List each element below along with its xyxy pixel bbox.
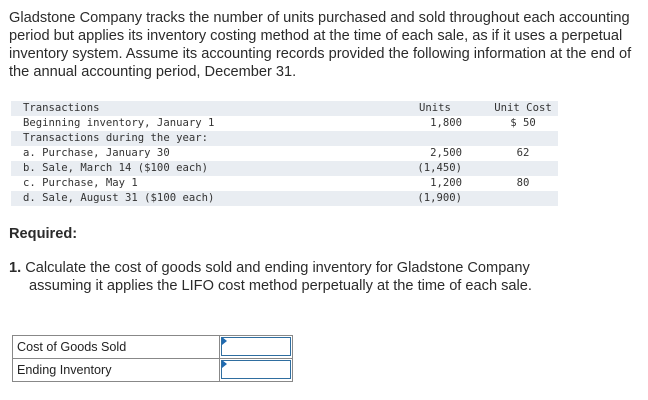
ending-inventory-label: Ending Inventory [12, 358, 220, 382]
question-text-line1: Calculate the cost of goods sold and end… [25, 260, 530, 276]
table-header-row: Transactions Units Unit Cost [11, 101, 558, 116]
row-unit-cost: 80 [516, 177, 530, 189]
row-units: (1,900) [417, 192, 462, 204]
transactions-table: Transactions Units Unit Cost Beginning i… [11, 101, 558, 206]
row-units: 1,200 [430, 177, 462, 189]
required-heading: Required: [9, 226, 78, 242]
header-units: Units [419, 102, 451, 114]
row-units: 2,500 [430, 147, 462, 159]
table-row: d. Sale, August 31 ($100 each) (1,900) [11, 191, 558, 206]
header-transactions: Transactions [23, 102, 100, 114]
answer-row-ending-inventory: Ending Inventory [12, 358, 293, 382]
row-unit-cost: $ 50 [510, 117, 536, 129]
input-marker-icon [222, 360, 227, 368]
cogs-cell [219, 335, 293, 359]
row-label: d. Sale, August 31 ($100 each) [23, 192, 215, 204]
row-label: c. Purchase, May 1 [23, 177, 138, 189]
row-unit-cost: 62 [516, 147, 530, 159]
ending-inventory-input[interactable] [221, 360, 291, 379]
table-row: b. Sale, March 14 ($100 each) (1,450) [11, 161, 558, 176]
table-row: a. Purchase, January 30 2,500 62 [11, 146, 558, 161]
row-label: a. Purchase, January 30 [23, 147, 170, 159]
row-units: 1,800 [430, 117, 462, 129]
row-label: b. Sale, March 14 ($100 each) [23, 162, 208, 174]
question-1: 1. Calculate the cost of goods sold and … [9, 259, 629, 295]
header-unit-cost: Unit Cost [494, 102, 552, 114]
cogs-input[interactable] [221, 337, 291, 356]
table-row: Transactions during the year: [11, 131, 558, 146]
ending-inventory-cell [219, 358, 293, 382]
row-units: (1,450) [417, 162, 462, 174]
table-row: c. Purchase, May 1 1,200 80 [11, 176, 558, 191]
table-row: Beginning inventory, January 1 1,800 $ 5… [11, 116, 558, 131]
row-label: Transactions during the year: [23, 132, 208, 144]
answer-table: Cost of Goods Sold Ending Inventory [12, 335, 293, 382]
answer-row-cogs: Cost of Goods Sold [12, 335, 293, 359]
question-text-line2: assuming it applies the LIFO cost method… [29, 278, 532, 294]
intro-paragraph: Gladstone Company tracks the number of u… [9, 10, 632, 80]
cogs-label: Cost of Goods Sold [12, 335, 220, 359]
question-number: 1. [9, 260, 22, 276]
input-marker-icon [222, 337, 227, 345]
row-label: Beginning inventory, January 1 [23, 117, 215, 129]
